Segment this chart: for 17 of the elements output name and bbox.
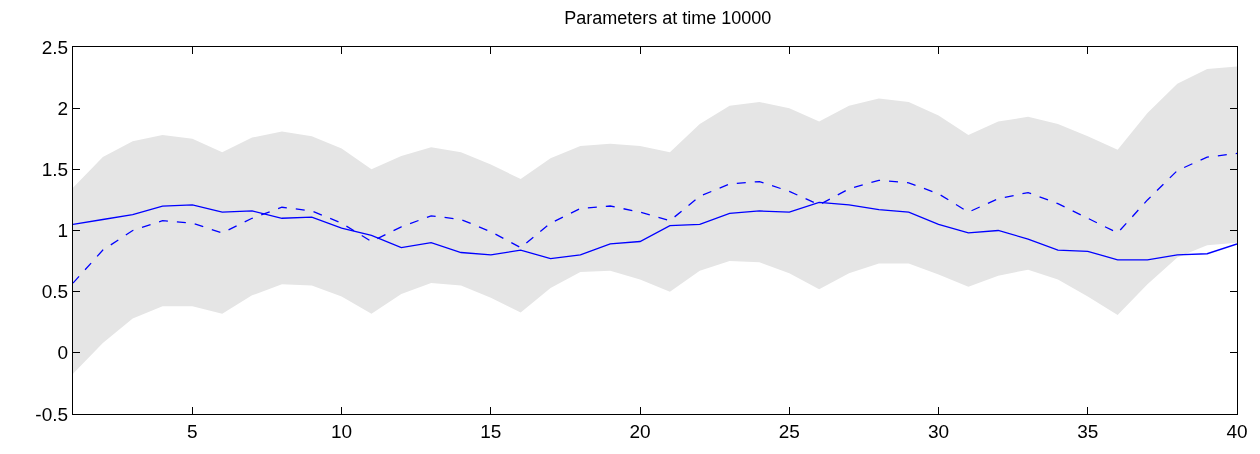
y-tick-label: 1.5	[41, 158, 69, 180]
x-tick-label: 35	[1077, 420, 1099, 442]
x-tick-label: 40	[1226, 420, 1248, 442]
y-tick-label: 2.5	[41, 36, 69, 58]
chart-title: Parameters at time 10000	[564, 7, 772, 28]
x-tick-label: 5	[187, 420, 198, 442]
x-tick-label: 10	[331, 420, 353, 442]
y-tick-label: -0.5	[35, 403, 69, 425]
y-tick-label: 0.5	[41, 281, 69, 303]
x-tick-label: 30	[927, 420, 950, 442]
line-series	[73, 152, 1237, 284]
x-tick-label: 20	[629, 420, 651, 442]
x-tick-label: 25	[778, 420, 800, 442]
y-tick-label: 1	[57, 220, 69, 242]
y-tick-label: 2	[57, 97, 69, 119]
x-tick-label: 15	[480, 420, 502, 442]
y-tick-label: 0	[57, 342, 69, 364]
